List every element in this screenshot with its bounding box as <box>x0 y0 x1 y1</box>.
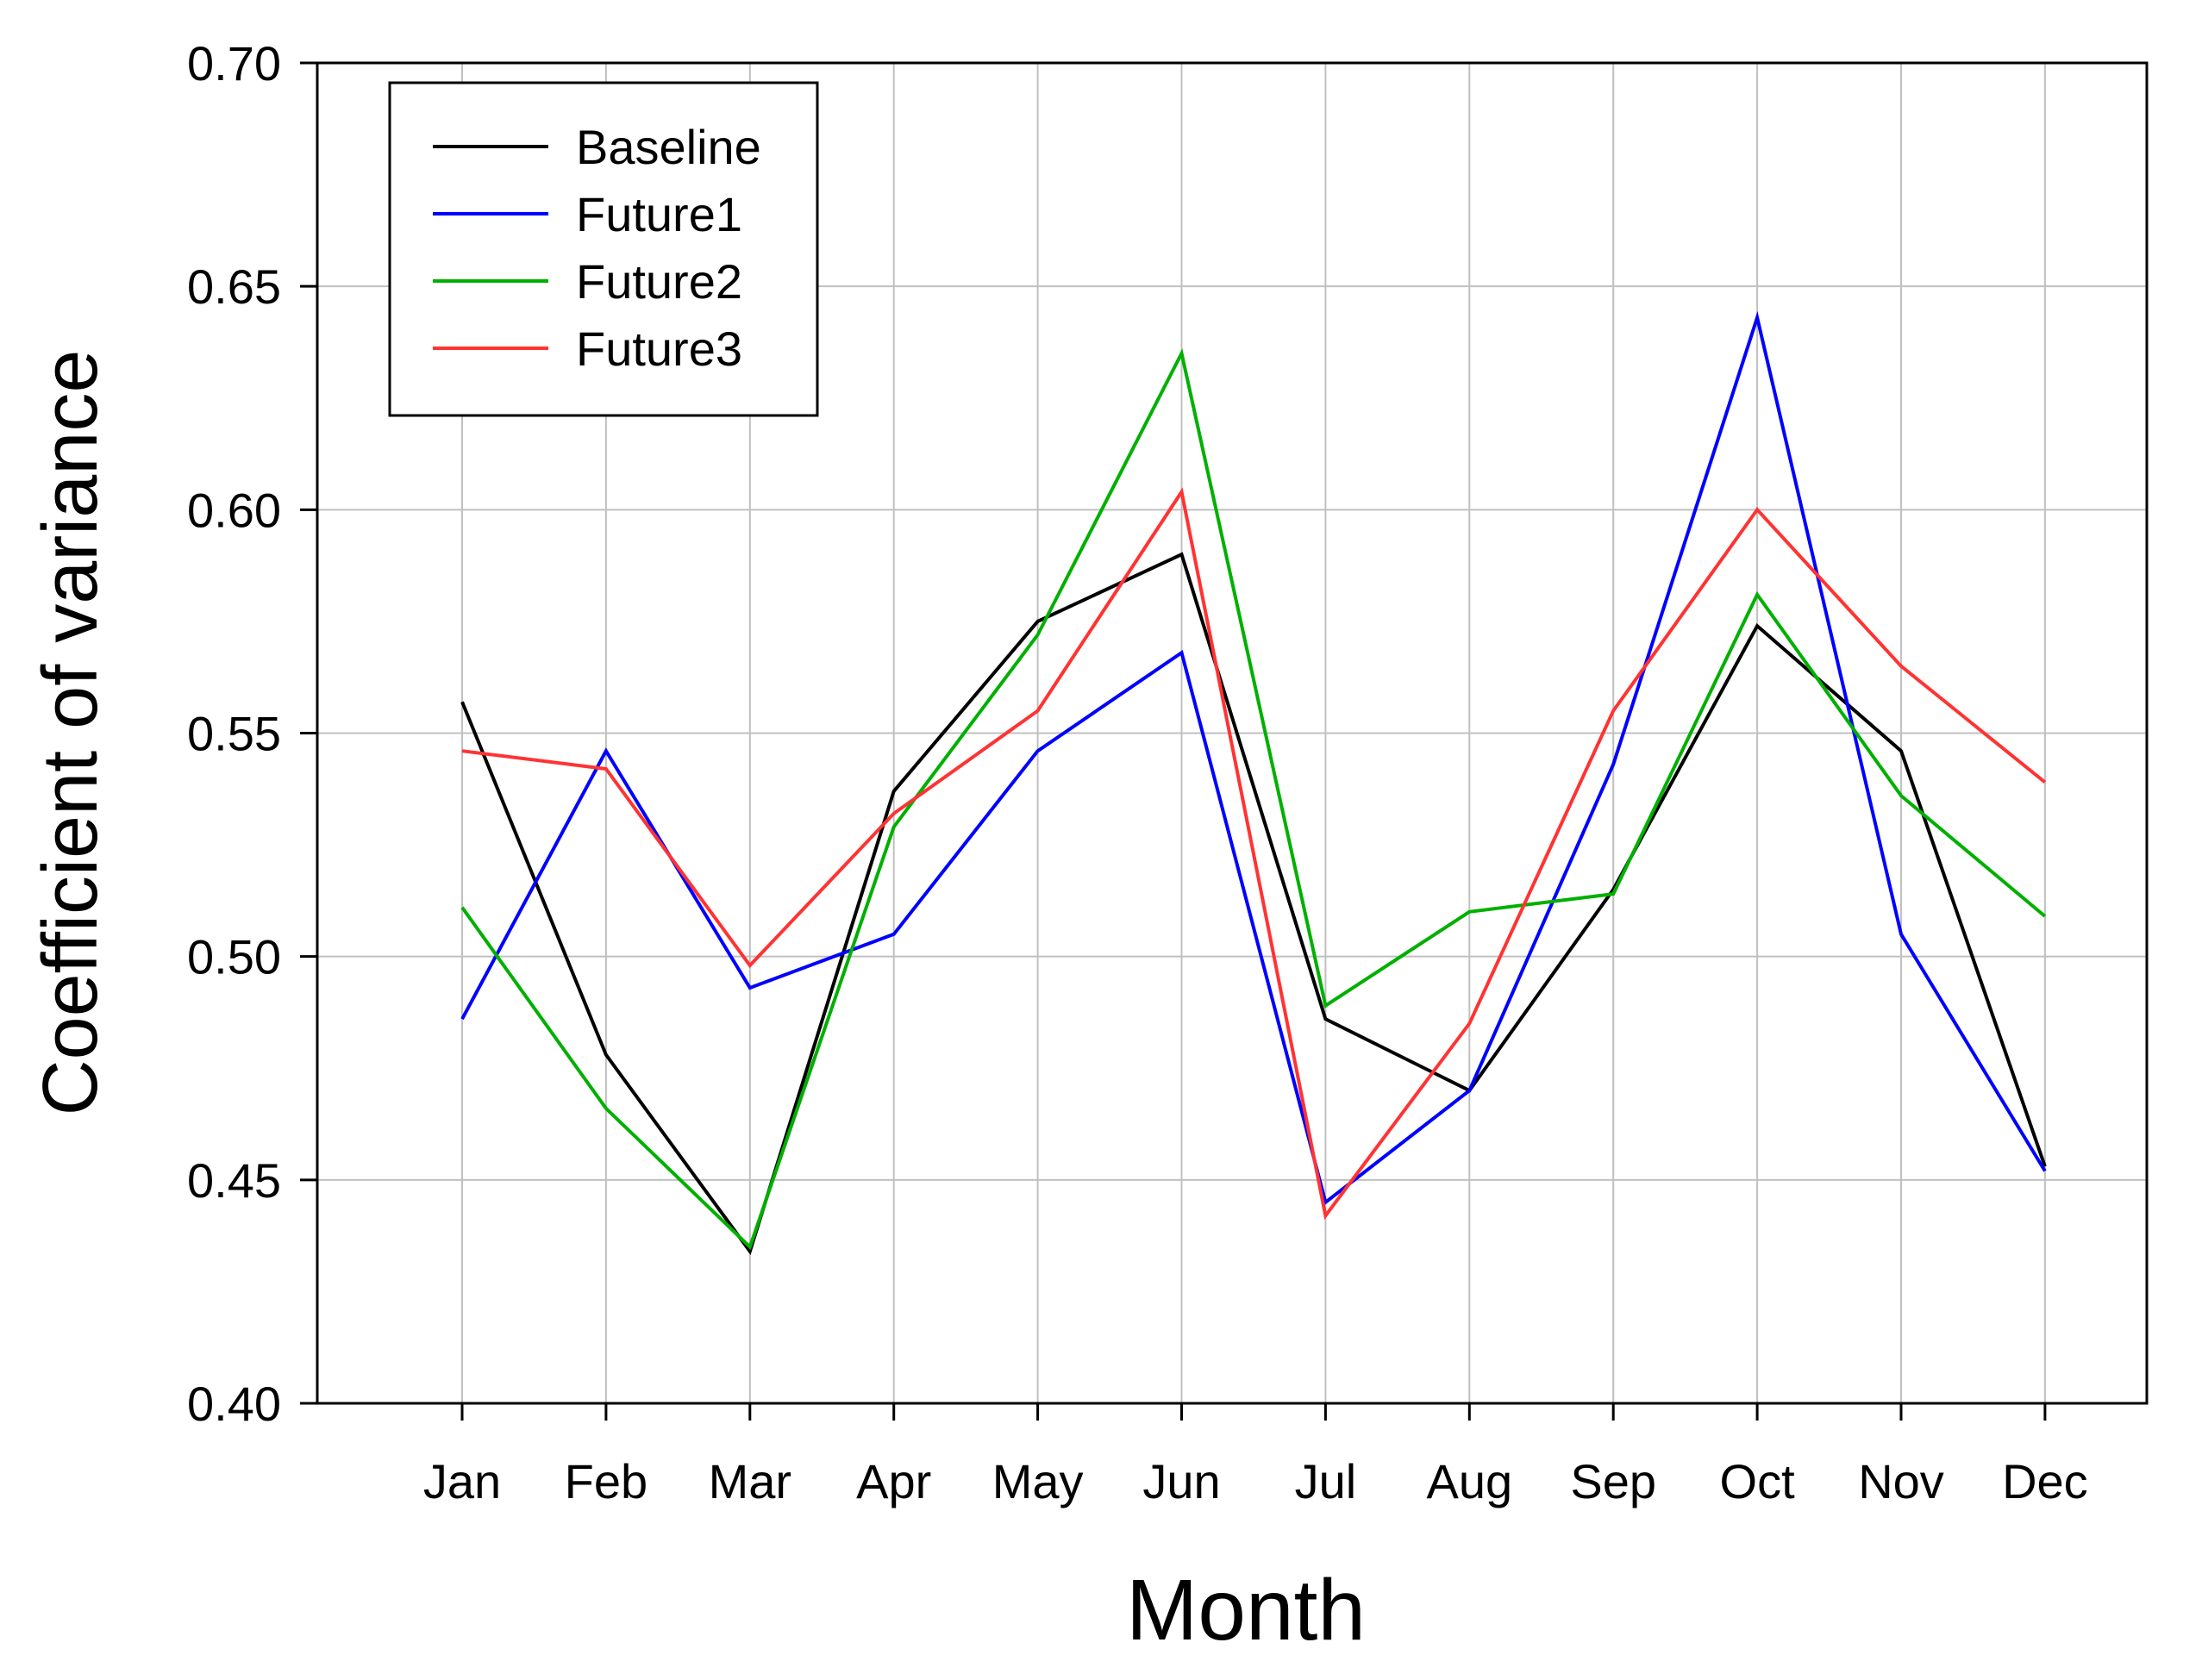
y-tick-label: 0.45 <box>187 1153 281 1208</box>
y-axis-ticks: 0.40 0.45 0.50 0.55 0.60 0.65 0.70 <box>187 36 317 1431</box>
x-tick-label-mar: Mar <box>709 1454 791 1508</box>
legend-label-future1: Future1 <box>576 187 742 241</box>
x-axis-ticks: Jan Feb Mar Apr May Jun Jul Aug Sep Oct Nov Dec <box>423 1403 2088 1508</box>
x-tick-label-jan: Jan <box>423 1454 501 1508</box>
x-tick-label-jun: Jun <box>1142 1454 1220 1508</box>
series-line-future1 <box>460 310 2047 1206</box>
y-tick-label: 0.50 <box>187 930 281 984</box>
y-tick-label: 0.40 <box>187 1377 281 1431</box>
legend-label-future3: Future3 <box>576 322 742 376</box>
x-axis-title: Month <box>1126 1562 1366 1658</box>
y-tick-label: 0.65 <box>187 259 281 314</box>
y-axis-title: Coefficient of variance <box>28 350 114 1116</box>
x-tick-label-nov: Nov <box>1858 1454 1944 1508</box>
y-tick-label: 0.60 <box>187 483 281 537</box>
x-tick-label-oct: Oct <box>1720 1454 1796 1508</box>
y-tick-label: 0.55 <box>187 707 281 761</box>
x-tick-label-apr: Apr <box>856 1454 931 1508</box>
x-tick-label-dec: Dec <box>2002 1454 2088 1508</box>
legend-label-baseline: Baseline <box>576 120 761 174</box>
series-line-baseline <box>460 552 2047 1256</box>
series-line-future3 <box>461 487 2047 1221</box>
x-tick-label-aug: Aug <box>1426 1454 1512 1508</box>
legend: Baseline Future1 Future2 Future3 <box>388 81 819 417</box>
x-tick-label-may: May <box>992 1454 1084 1508</box>
legend-box <box>388 81 819 417</box>
x-tick-label-sep: Sep <box>1570 1454 1656 1508</box>
y-tick-label: 0.70 <box>187 36 281 91</box>
x-tick-label-jul: Jul <box>1295 1454 1357 1508</box>
series-line-future2 <box>460 348 2047 1251</box>
legend-label-future2: Future2 <box>576 254 742 309</box>
x-tick-label-feb: Feb <box>565 1454 648 1508</box>
legend-items: Baseline Future1 Future2 Future3 <box>433 120 761 376</box>
series-lines <box>460 310 2047 1256</box>
